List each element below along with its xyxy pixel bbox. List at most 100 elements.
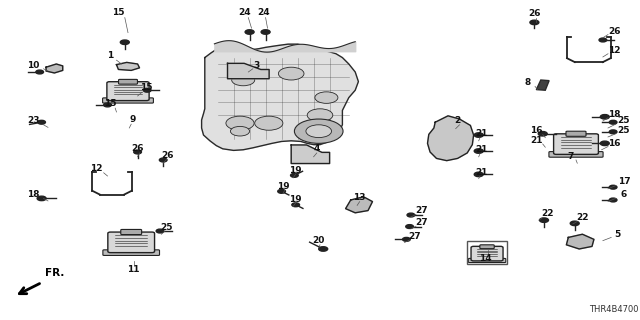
Text: 22: 22 [541, 209, 554, 218]
Text: 19: 19 [289, 195, 302, 204]
Circle shape [159, 158, 167, 162]
Text: 20: 20 [312, 236, 325, 245]
Circle shape [278, 67, 304, 80]
Text: 21: 21 [475, 145, 488, 154]
Circle shape [540, 218, 548, 222]
Circle shape [294, 119, 343, 143]
Text: 2: 2 [454, 116, 461, 125]
Text: 21: 21 [530, 136, 543, 145]
Text: 12: 12 [608, 46, 621, 55]
Text: 26: 26 [608, 27, 621, 36]
Text: 25: 25 [618, 126, 630, 135]
Circle shape [307, 109, 333, 122]
Text: 18: 18 [608, 110, 621, 119]
Text: 21: 21 [475, 168, 488, 177]
Text: 4: 4 [314, 144, 320, 153]
Polygon shape [116, 62, 140, 70]
Text: 22: 22 [576, 213, 589, 222]
Circle shape [291, 173, 298, 177]
Text: FR.: FR. [45, 268, 64, 278]
Text: THR4B4700: THR4B4700 [589, 305, 639, 314]
Text: 26: 26 [528, 9, 541, 18]
Text: 21: 21 [475, 129, 488, 138]
FancyBboxPatch shape [121, 229, 141, 235]
FancyBboxPatch shape [480, 245, 494, 249]
Circle shape [156, 229, 164, 233]
Circle shape [261, 30, 270, 34]
Circle shape [600, 141, 609, 146]
Text: 25: 25 [618, 116, 630, 125]
Circle shape [278, 189, 285, 193]
Circle shape [143, 88, 151, 92]
Circle shape [230, 126, 250, 136]
Circle shape [292, 203, 300, 207]
Circle shape [570, 221, 579, 226]
Polygon shape [46, 64, 63, 73]
Text: 16: 16 [608, 139, 621, 148]
Text: 11: 11 [127, 265, 140, 274]
Text: 15: 15 [112, 8, 125, 17]
Text: 9: 9 [130, 116, 136, 124]
FancyBboxPatch shape [118, 79, 138, 84]
Polygon shape [228, 63, 269, 79]
Circle shape [36, 70, 44, 74]
Text: 12: 12 [90, 164, 102, 173]
Circle shape [609, 198, 617, 202]
Circle shape [407, 213, 415, 217]
Circle shape [245, 30, 254, 34]
Circle shape [319, 247, 328, 251]
Circle shape [134, 150, 141, 154]
Circle shape [315, 92, 338, 103]
Text: 27: 27 [408, 232, 421, 241]
Text: 24: 24 [257, 8, 270, 17]
Text: 5: 5 [614, 230, 621, 239]
Circle shape [403, 237, 410, 241]
Circle shape [37, 196, 46, 201]
FancyBboxPatch shape [566, 131, 586, 136]
Text: 27: 27 [415, 206, 428, 215]
Text: 27: 27 [415, 218, 428, 227]
Circle shape [232, 74, 255, 86]
Text: 19: 19 [289, 166, 302, 175]
Text: 1: 1 [107, 52, 113, 60]
Text: 6: 6 [621, 190, 627, 199]
Circle shape [226, 116, 254, 130]
Circle shape [600, 115, 609, 119]
Text: 24: 24 [238, 8, 251, 17]
FancyBboxPatch shape [107, 82, 149, 100]
Polygon shape [536, 80, 549, 90]
Text: 14: 14 [479, 254, 492, 263]
FancyBboxPatch shape [468, 259, 506, 262]
FancyBboxPatch shape [549, 152, 603, 157]
Circle shape [104, 103, 111, 107]
Polygon shape [346, 197, 372, 213]
Text: 15: 15 [140, 84, 152, 92]
Circle shape [474, 149, 483, 153]
Polygon shape [428, 116, 474, 161]
Text: 8: 8 [525, 78, 531, 87]
Circle shape [120, 40, 129, 44]
Circle shape [530, 20, 539, 25]
Circle shape [609, 120, 617, 124]
Text: 3: 3 [253, 61, 259, 70]
Circle shape [474, 133, 483, 137]
Text: 15: 15 [104, 100, 116, 108]
Bar [467, 241, 507, 264]
FancyBboxPatch shape [471, 246, 503, 261]
Text: 18: 18 [27, 190, 40, 199]
FancyBboxPatch shape [103, 250, 159, 255]
FancyBboxPatch shape [102, 98, 154, 103]
Text: 17: 17 [618, 177, 630, 186]
Text: 26: 26 [131, 144, 144, 153]
Circle shape [609, 130, 617, 134]
Text: 16: 16 [530, 126, 543, 135]
FancyBboxPatch shape [108, 232, 155, 252]
Polygon shape [291, 145, 330, 164]
Text: 13: 13 [353, 193, 366, 202]
Circle shape [538, 132, 547, 136]
Circle shape [406, 225, 413, 228]
Text: 26: 26 [161, 151, 174, 160]
Text: 25: 25 [160, 223, 173, 232]
FancyBboxPatch shape [554, 134, 598, 154]
Text: 19: 19 [276, 182, 289, 191]
